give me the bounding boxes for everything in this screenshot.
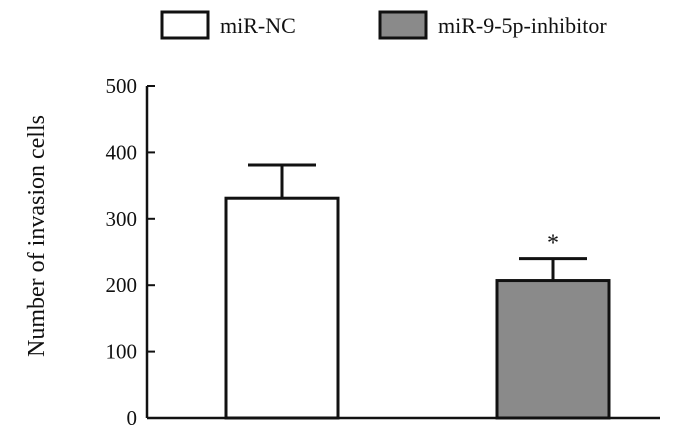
y-tick-label: 200 bbox=[106, 273, 138, 297]
y-tick-label: 400 bbox=[106, 140, 138, 164]
y-tick-label: 500 bbox=[106, 74, 138, 98]
y-tick-label: 0 bbox=[127, 406, 138, 430]
legend-label-mir-nc: miR-NC bbox=[220, 13, 296, 38]
legend-label-mir-9-5p-inhibitor: miR-9-5p-inhibitor bbox=[438, 13, 607, 38]
legend-swatch-mir-9-5p-inhibitor bbox=[378, 10, 428, 40]
y-tick-label: 300 bbox=[106, 207, 138, 231]
bar-mir-nc bbox=[224, 196, 340, 420]
legend-swatch-mir-nc bbox=[160, 10, 210, 40]
bar-mir-9-5p-inhibitor bbox=[495, 279, 611, 420]
significance-marker: * bbox=[547, 231, 559, 257]
legend: miR-NC miR-9-5p-inhibitor bbox=[160, 10, 607, 40]
y-axis-ticks: 0 100 200 300 400 500 bbox=[106, 74, 155, 430]
bars: * bbox=[224, 163, 611, 420]
y-tick-label: 100 bbox=[106, 340, 138, 364]
y-axis-title: Number of invasion cells bbox=[24, 115, 50, 357]
